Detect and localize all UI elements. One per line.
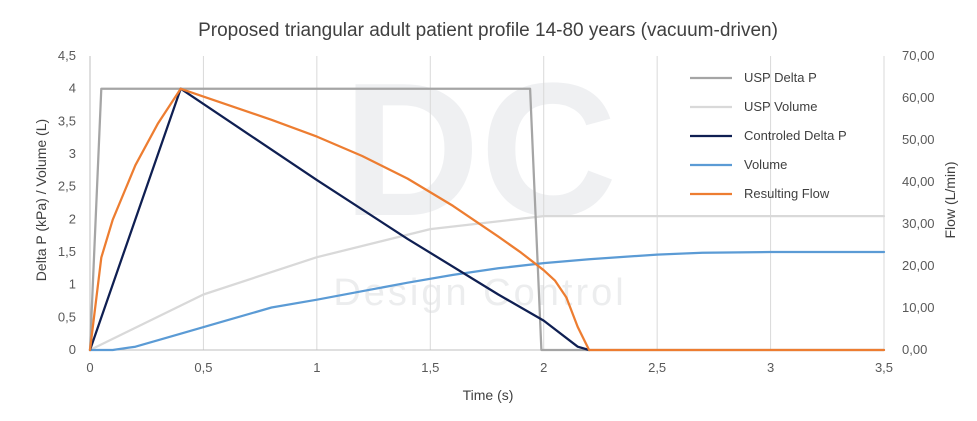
x-tick-label: 1,5 xyxy=(421,360,439,375)
x-tick-label: 3 xyxy=(767,360,774,375)
series-line-resulting-flow xyxy=(88,87,886,352)
y-tick-label: 1 xyxy=(69,277,76,292)
y2-tick-label: 70,00 xyxy=(902,48,935,63)
legend-label-resulting-flow: Resulting Flow xyxy=(744,186,830,201)
x-tick-label: 0,5 xyxy=(194,360,212,375)
series-line-controled-delta-p xyxy=(88,87,591,352)
x-axis-title: Time (s) xyxy=(463,387,514,403)
legend: USP Delta P USP Volume Controled Delta P Vo… xyxy=(690,70,847,201)
y-tick-label: 4 xyxy=(69,81,76,96)
legend-label-volume: Volume xyxy=(744,157,787,172)
y2-tick-label: 10,00 xyxy=(902,300,935,315)
x-tick-label: 2,5 xyxy=(648,360,666,375)
series-line-volume xyxy=(88,250,886,352)
y-tick-label: 2 xyxy=(69,211,76,226)
y2-tick-label: 0,00 xyxy=(902,342,927,357)
y-tick-label: 2,5 xyxy=(58,179,76,194)
x-tick-label: 2 xyxy=(540,360,547,375)
x-tick-label: 3,5 xyxy=(875,360,893,375)
x-tick-label: 1 xyxy=(313,360,320,375)
y2-tick-label: 20,00 xyxy=(902,258,935,273)
x-tick-label: 0 xyxy=(86,360,93,375)
legend-label-usp-delta-p: USP Delta P xyxy=(744,70,817,85)
legend-label-usp-volume: USP Volume xyxy=(744,99,817,114)
chart-title: Proposed triangular adult patient profil… xyxy=(198,20,778,41)
y-tick-label: 0,5 xyxy=(58,309,76,324)
watermark-logo-text: Design Control xyxy=(333,272,626,314)
y-tick-label: 0 xyxy=(69,342,76,357)
y2-tick-label: 50,00 xyxy=(902,132,935,147)
y-tick-label: 1,5 xyxy=(58,244,76,259)
y2-tick-label: 60,00 xyxy=(902,90,935,105)
series-lines xyxy=(88,87,886,352)
y2-tick-label: 30,00 xyxy=(902,216,935,231)
y-tick-label: 4,5 xyxy=(58,48,76,63)
y-tick-label: 3 xyxy=(69,146,76,161)
y-axis-title: Delta P (kPa) / Volume (L) xyxy=(33,119,49,281)
y2-axis-title: Flow (L/min) xyxy=(942,161,958,238)
series-line-usp-volume xyxy=(88,214,886,352)
watermark-logo: DC Design Control xyxy=(333,44,626,314)
watermark-logo-mark: DC xyxy=(343,44,617,256)
axes: 0 0,5 1 1,5 2 2,5 3 3,5 0 0,5 1 1,5 2 2,5 3 3,5 4 4,5 0,00… xyxy=(58,48,935,375)
legend-label-controled-delta-p: Controled Delta P xyxy=(744,128,847,143)
y-tick-label: 3,5 xyxy=(58,113,76,128)
y2-tick-label: 40,00 xyxy=(902,174,935,189)
